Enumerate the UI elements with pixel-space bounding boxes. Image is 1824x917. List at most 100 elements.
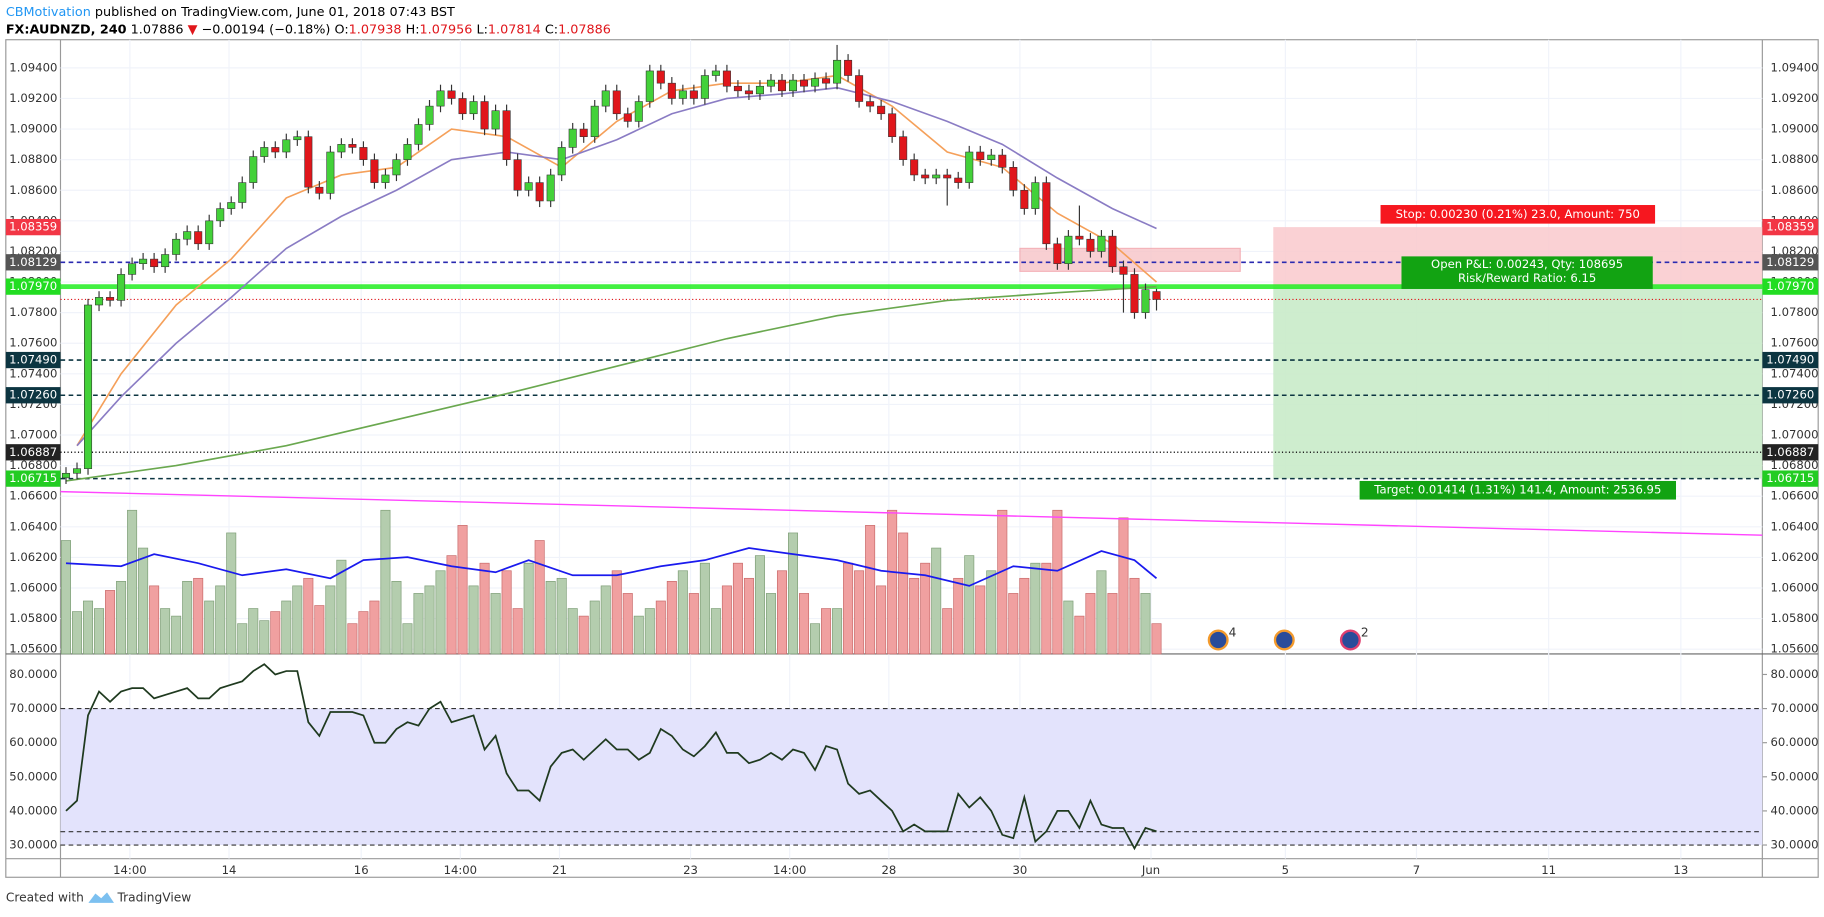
- candle-body: [128, 263, 137, 275]
- c-value: 1.07886: [558, 22, 611, 37]
- volume-bar: [909, 577, 920, 655]
- candle-body: [150, 258, 159, 268]
- target-zone: [1273, 286, 1763, 479]
- rsi-tick-label: 80.0000: [9, 667, 57, 681]
- volume-bar: [523, 562, 534, 655]
- author[interactable]: CBMotivation: [6, 4, 91, 19]
- volume-bar: [171, 615, 182, 655]
- y-tick-label: 1.05800: [9, 611, 57, 625]
- volume-bar: [765, 593, 776, 655]
- level-label: 1.08129: [9, 255, 57, 269]
- footer-brand[interactable]: TradingView: [116, 891, 191, 905]
- candle-body: [194, 231, 203, 245]
- y-tick-label: 1.06600: [9, 489, 57, 503]
- y-tick-label: 1.08600: [9, 183, 57, 197]
- volume-bar: [931, 547, 942, 655]
- volume-average: [65, 547, 1158, 587]
- y-tick-label: 1.07400: [1770, 366, 1818, 380]
- volume-bar: [369, 600, 380, 655]
- candle-body: [557, 147, 566, 176]
- level-label: 1.06887: [1766, 445, 1814, 459]
- level-label: 1.07490: [1766, 353, 1814, 367]
- volume-bar: [1063, 600, 1074, 655]
- candle-body: [943, 174, 952, 179]
- level-label-box: [1762, 387, 1819, 404]
- volume-bar: [226, 532, 237, 655]
- y-tick-label: 1.06400: [9, 519, 57, 533]
- level-label: 1.08129: [1766, 255, 1814, 269]
- volume-bar: [1151, 623, 1162, 655]
- candle-body: [392, 159, 401, 176]
- x-tick-label: 5: [1282, 863, 1289, 877]
- rsi-tick-label: 70.0000: [1770, 701, 1818, 715]
- event-count: 2: [1361, 625, 1369, 639]
- level-label-box: [5, 278, 61, 295]
- candle-body: [888, 113, 897, 138]
- volume-bar: [578, 615, 589, 655]
- candle-body: [1053, 243, 1062, 264]
- rsi-tick-label: 30.0000: [9, 838, 57, 852]
- volume-bar: [633, 615, 644, 655]
- candle-body: [777, 79, 787, 92]
- candle-body: [326, 151, 335, 194]
- y-tick-label: 1.05800: [1770, 611, 1818, 625]
- candle-body: [227, 202, 236, 209]
- volume-bar: [975, 585, 986, 655]
- volume-bar: [688, 593, 699, 655]
- published: published on TradingView.com, June 01, 2…: [95, 4, 455, 19]
- x-tick-label: 14:00: [444, 863, 478, 877]
- candle-body: [822, 78, 831, 84]
- level-label-box: [1762, 278, 1819, 295]
- candle-body: [260, 147, 269, 157]
- level-label: 1.07490: [9, 353, 57, 367]
- candle-body: [546, 174, 555, 202]
- volume-bar: [391, 580, 402, 655]
- volume-bar: [358, 611, 369, 655]
- event-count: 4: [1229, 625, 1237, 639]
- y-tick-label: 1.06400: [1770, 519, 1818, 533]
- candle-body: [656, 70, 665, 84]
- candle-body: [1086, 238, 1095, 252]
- candle-body: [491, 110, 500, 130]
- down-arrow: ▼: [188, 22, 198, 37]
- volume-bar: [622, 593, 633, 655]
- volume-bar: [677, 570, 688, 655]
- candle-body: [61, 472, 71, 479]
- level-label: 1.06715: [1766, 471, 1814, 485]
- stop-label-box: [1380, 205, 1656, 224]
- candle-body: [469, 101, 478, 115]
- volume-bar: [336, 559, 347, 655]
- candle-body: [612, 90, 621, 115]
- volume-bar: [237, 623, 248, 655]
- volume-bar: [776, 570, 787, 655]
- o-value: 1.07938: [349, 22, 402, 37]
- y-tick-label: 1.06800: [1770, 458, 1818, 472]
- volume-bar: [182, 580, 193, 655]
- candle-body: [954, 177, 963, 183]
- volume-bar: [435, 570, 446, 655]
- h-value: 1.07956: [420, 22, 473, 37]
- candle-body: [667, 82, 676, 99]
- volume-bar: [1074, 615, 1085, 655]
- volume-bar: [259, 620, 270, 655]
- volume-bar: [281, 600, 292, 655]
- candle-body: [855, 75, 864, 102]
- target-label-box: [1359, 480, 1677, 500]
- candle-body: [1075, 235, 1084, 240]
- candle-body: [95, 297, 104, 306]
- symbol: FX:AUDNZD, 240: [6, 22, 127, 37]
- rsi-line: [65, 663, 1157, 851]
- level-label: 1.06715: [9, 471, 57, 485]
- candle-body: [117, 274, 126, 301]
- candle-body: [623, 113, 632, 122]
- level-label: 1.07260: [9, 388, 57, 402]
- x-tick-label: 21: [552, 863, 567, 877]
- candle-body: [965, 151, 974, 183]
- volume-bar: [60, 540, 71, 655]
- candle-body: [106, 297, 115, 301]
- y-tick-label: 1.08800: [1770, 152, 1818, 166]
- candle-body: [447, 90, 456, 99]
- candle-body: [436, 90, 445, 107]
- candle-body: [800, 79, 809, 87]
